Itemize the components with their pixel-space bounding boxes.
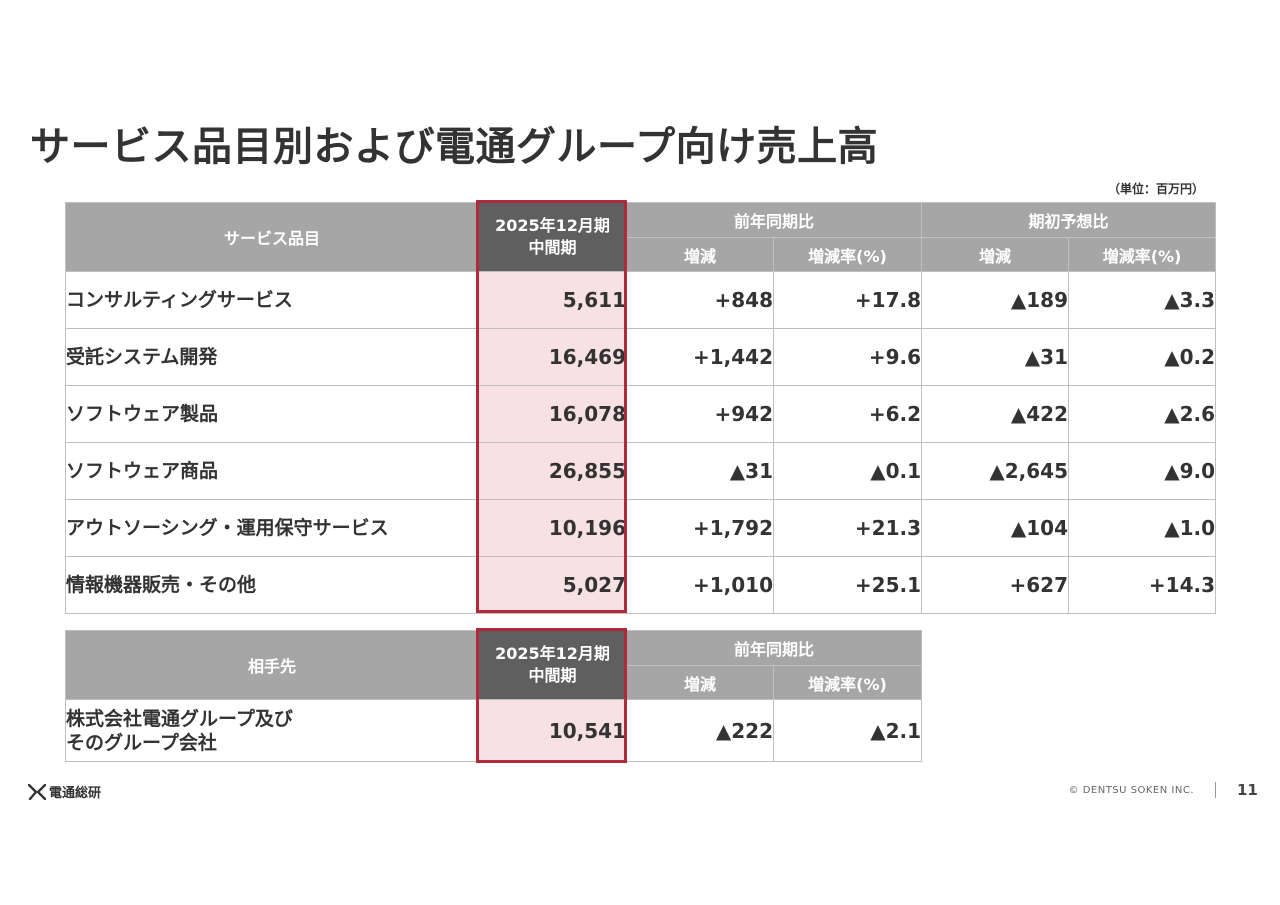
header-period-line2: 中間期 (528, 238, 577, 257)
row-label: 情報機器販売・その他 (65, 556, 479, 614)
page-number: 11 (1237, 781, 1258, 799)
row-label-line2: そのグループ会社 (66, 731, 217, 754)
row-plan-rate: ▲1.0 (1068, 499, 1217, 557)
row-plan-change: ▲2,645 (921, 442, 1070, 500)
row-plan-rate: +14.3 (1068, 556, 1217, 614)
table-row: ソフトウェア商品 26,855 ▲31 ▲0.1 ▲2,645 ▲9.0 (65, 442, 1217, 500)
row-yoy-rate: +9.6 (772, 328, 923, 386)
service-sales-table: サービス品目 2025年12月期 中間期 前年同期比 期初予想比 増減 増減率(… (65, 202, 1217, 614)
row-yoy-rate: ▲2.1 (772, 699, 923, 762)
row-yoy-change: ▲31 (626, 442, 774, 500)
table-row: 株式会社電通グループ及び そのグループ会社 10,541 ▲222 ▲2.1 (65, 699, 923, 762)
row-plan-rate: ▲3.3 (1068, 271, 1217, 329)
row-value: 5,611 (478, 271, 627, 329)
row-value: 16,078 (478, 385, 627, 443)
header-service-item: サービス品目 (65, 202, 479, 272)
header-period-line2: 中間期 (528, 666, 577, 685)
row-label: ソフトウェア製品 (65, 385, 479, 443)
row-value: 10,541 (478, 699, 627, 762)
table-row: アウトソーシング・運用保守サービス 10,196 +1,792 +21.3 ▲1… (65, 499, 1217, 557)
row-label: コンサルティングサービス (65, 271, 479, 329)
row-plan-rate: ▲0.2 (1068, 328, 1217, 386)
table-row: ソフトウェア製品 16,078 +942 +6.2 ▲422 ▲2.6 (65, 385, 1217, 443)
row-yoy-rate: +6.2 (772, 385, 923, 443)
dentsu-group-sales-table: 相手先 2025年12月期 中間期 前年同期比 増減 増減率(%) 株式会社電通… (65, 630, 923, 762)
header-yoy: 前年同期比 (625, 202, 923, 238)
header-period: 2025年12月期 中間期 (478, 630, 627, 700)
row-label: ソフトウェア商品 (65, 442, 479, 500)
row-value: 16,469 (478, 328, 627, 386)
footer-divider (1215, 782, 1216, 798)
copyright: © DENTSU SOKEN INC. (1068, 785, 1194, 796)
row-label: 受託システム開発 (65, 328, 479, 386)
header-plan-change: 増減 (921, 237, 1070, 272)
row-value: 10,196 (478, 499, 627, 557)
header-yoy-change: 増減 (626, 237, 774, 272)
header-period: 2025年12月期 中間期 (478, 202, 627, 272)
row-yoy-change: +848 (626, 271, 774, 329)
row-label-line1: 株式会社電通グループ及び (66, 707, 293, 730)
logo-text: 電通総研 (49, 786, 102, 801)
row-yoy-rate: +17.8 (772, 271, 923, 329)
table-row: コンサルティングサービス 5,611 +848 +17.8 ▲189 ▲3.3 (65, 271, 1217, 329)
header-period-line1: 2025年12月期 (495, 216, 610, 235)
row-plan-change: +627 (921, 556, 1070, 614)
row-plan-rate: ▲2.6 (1068, 385, 1217, 443)
row-plan-change: ▲189 (921, 271, 1070, 329)
row-plan-rate: ▲9.0 (1068, 442, 1217, 500)
row-plan-change: ▲31 (921, 328, 1070, 386)
row-label: アウトソーシング・運用保守サービス (65, 499, 479, 557)
row-plan-change: ▲422 (921, 385, 1070, 443)
row-value: 26,855 (478, 442, 627, 500)
header-period-line1: 2025年12月期 (495, 644, 610, 663)
row-yoy-change: ▲222 (626, 699, 774, 762)
company-logo: 電通総研 (28, 782, 101, 801)
header-yoy-change: 増減 (626, 665, 774, 700)
row-yoy-rate: +21.3 (772, 499, 923, 557)
table-row: 受託システム開発 16,469 +1,442 +9.6 ▲31 ▲0.2 (65, 328, 1217, 386)
row-yoy-change: +942 (626, 385, 774, 443)
header-counterparty: 相手先 (65, 630, 479, 700)
header-yoy: 前年同期比 (625, 630, 923, 666)
logo-mark-icon (28, 783, 46, 800)
table-row: 情報機器販売・その他 5,027 +1,010 +25.1 +627 +14.3 (65, 556, 1217, 614)
row-yoy-rate: ▲0.1 (772, 442, 923, 500)
page-title: サービス品目別および電通グループ向け売上高 (30, 124, 879, 170)
row-yoy-change: +1,010 (626, 556, 774, 614)
row-label: 株式会社電通グループ及び そのグループ会社 (65, 699, 479, 762)
row-yoy-change: +1,442 (626, 328, 774, 386)
row-value: 5,027 (478, 556, 627, 614)
row-yoy-rate: +25.1 (772, 556, 923, 614)
unit-note: （単位：百万円） (1107, 182, 1204, 196)
header-plan: 期初予想比 (921, 202, 1217, 238)
row-yoy-change: +1,792 (626, 499, 774, 557)
header-yoy-rate: 増減率(%) (772, 237, 923, 272)
row-plan-change: ▲104 (921, 499, 1070, 557)
header-yoy-rate: 増減率(%) (772, 665, 923, 700)
header-plan-rate: 増減率(%) (1068, 237, 1217, 272)
